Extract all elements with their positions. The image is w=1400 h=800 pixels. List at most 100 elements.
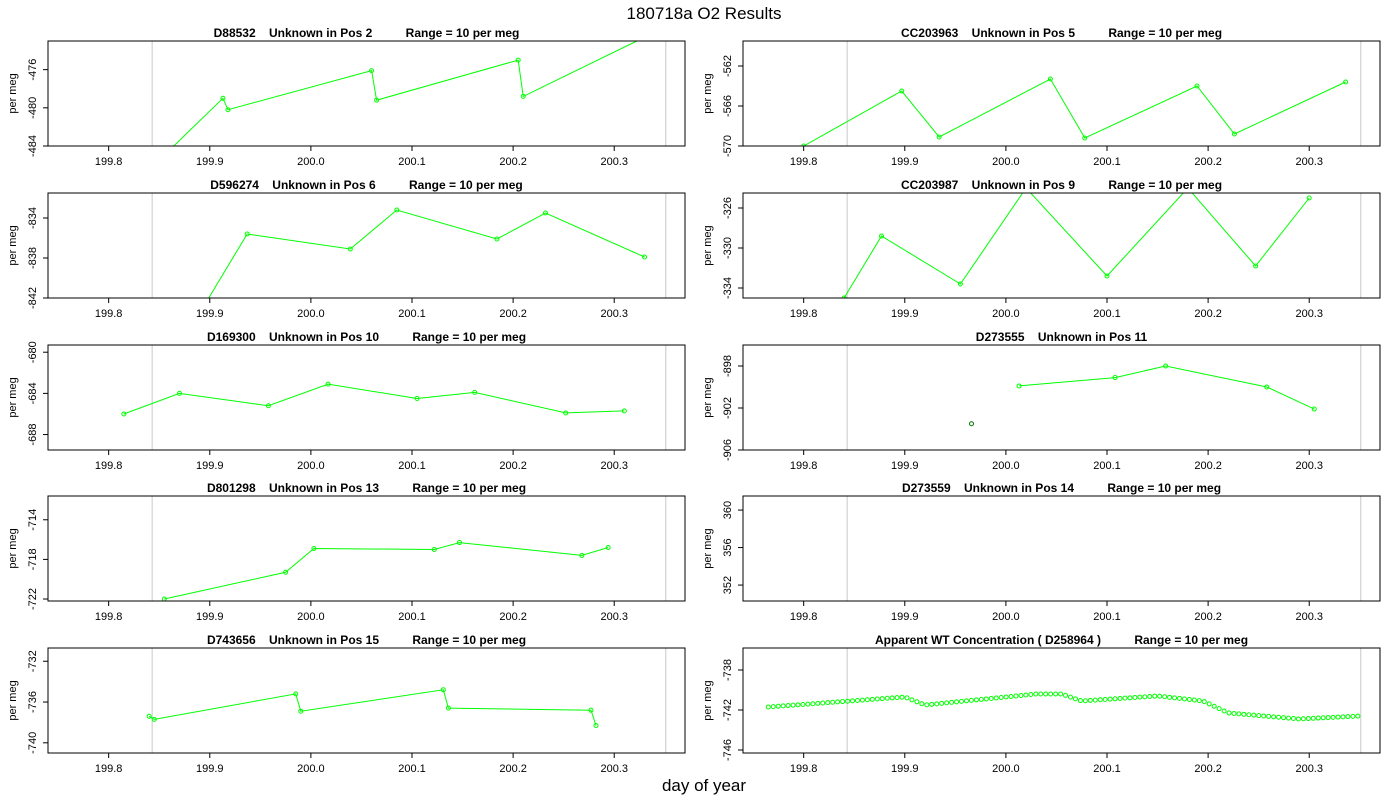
data-point — [1028, 692, 1034, 698]
data-point — [1082, 135, 1088, 141]
y-tick-label: -722 — [27, 588, 39, 610]
x-tick-label: 199.8 — [790, 611, 818, 623]
data-point — [1335, 714, 1341, 720]
panel-frame — [47, 647, 686, 754]
x-tick-label: 199.9 — [196, 460, 224, 472]
x-tick-label: 200.3 — [1295, 460, 1323, 472]
y-tick-label: -562 — [722, 55, 734, 77]
data-point — [954, 699, 960, 705]
data-point — [1018, 693, 1024, 699]
series-line — [843, 193, 1310, 298]
y-tick-label: -838 — [27, 247, 39, 269]
x-tick-label: 199.8 — [790, 156, 818, 168]
y-axis-label: per meg — [7, 528, 19, 568]
data-point — [1253, 263, 1259, 269]
data-point — [642, 254, 648, 260]
x-tick-label: 199.9 — [891, 763, 919, 775]
data-point — [1281, 715, 1287, 721]
data-point — [1043, 691, 1049, 697]
x-tick-label: 200.3 — [1295, 611, 1323, 623]
panel-frame — [47, 344, 686, 451]
data-point — [1256, 713, 1262, 719]
data-point — [854, 697, 860, 703]
data-point — [909, 697, 915, 703]
y-tick-label: -732 — [27, 650, 39, 672]
data-point — [1246, 712, 1252, 718]
data-point — [904, 695, 910, 701]
data-point — [1311, 406, 1317, 412]
data-point — [1216, 706, 1222, 712]
data-point — [394, 207, 400, 213]
figure-title: 180718a O2 Results — [627, 4, 782, 23]
chart-panel-6: D273555 Unknown in Pos 11 199.8 199.9 200.0… — [702, 330, 1381, 472]
data-point — [1350, 713, 1356, 719]
y-tick-label: -842 — [27, 287, 39, 309]
x-tick-label: 200.0 — [297, 460, 325, 472]
data-point — [1087, 697, 1093, 703]
x-tick-label: 200.2 — [1194, 460, 1222, 472]
data-point — [1306, 195, 1312, 201]
y-tick-label: -326 — [722, 197, 734, 219]
panel-title: D596274 Unknown in Pos 6 Range = 10 per … — [210, 178, 522, 192]
data-point — [311, 546, 317, 551]
data-point — [1008, 693, 1014, 699]
x-tick-label: 200.0 — [297, 763, 325, 775]
data-point — [1112, 696, 1118, 702]
x-tick-label: 199.8 — [790, 763, 818, 775]
x-tick-label: 199.9 — [891, 460, 919, 472]
y-tick-label: -718 — [27, 548, 39, 570]
y-tick-label: -688 — [27, 424, 39, 446]
series-line — [1018, 365, 1315, 410]
data-point — [1320, 715, 1326, 721]
plot-area — [208, 207, 648, 298]
y-axis-label: per meg — [7, 377, 19, 417]
data-point — [1181, 696, 1187, 702]
y-tick-label: -476 — [27, 59, 39, 81]
data-point — [963, 698, 969, 704]
data-point — [414, 396, 420, 402]
series-line — [123, 383, 625, 415]
data-point — [1016, 383, 1022, 389]
data-point — [1186, 697, 1192, 702]
x-tick-label: 200.1 — [1093, 460, 1121, 472]
x-tick-label: 200.2 — [1194, 308, 1222, 320]
data-point — [347, 246, 353, 252]
x-tick-label: 200.1 — [1093, 763, 1121, 775]
data-point — [220, 95, 226, 101]
data-point — [1276, 714, 1282, 720]
data-point — [978, 696, 984, 702]
data-point — [244, 231, 250, 237]
x-tick-label: 200.3 — [600, 611, 628, 623]
y-tick-label: -480 — [27, 97, 39, 119]
y-tick-label: 356 — [722, 538, 734, 556]
data-point — [1048, 691, 1054, 697]
x-tick-label: 200.0 — [992, 308, 1020, 320]
data-point — [969, 421, 975, 427]
x-tick-label: 200.0 — [297, 156, 325, 168]
data-point — [780, 703, 786, 709]
data-point — [988, 695, 994, 701]
data-point — [924, 702, 930, 708]
data-point — [775, 703, 781, 709]
panel-frame — [742, 647, 1381, 754]
chart-panel-9: D743656 Unknown in Pos 15 Range = 10 per… — [7, 633, 686, 775]
data-point — [1221, 708, 1227, 714]
x-tick-label: 199.8 — [790, 460, 818, 472]
data-point — [520, 93, 526, 99]
chart-panel-5: D169300 Unknown in Pos 10 Range = 10 per… — [7, 330, 686, 472]
data-point — [542, 210, 548, 216]
x-tick-label: 200.2 — [499, 460, 527, 472]
data-point — [283, 569, 289, 575]
data-point — [983, 696, 989, 702]
x-tick-label: 200.1 — [398, 156, 426, 168]
x-tick-label: 199.8 — [790, 308, 818, 320]
data-point — [293, 691, 299, 697]
data-point — [1300, 716, 1306, 722]
data-point — [968, 697, 974, 703]
y-tick-label: -736 — [27, 691, 39, 713]
y-axis-label: per meg — [702, 377, 714, 417]
data-point — [1325, 715, 1331, 721]
panel-title: D273559 Unknown in Pos 14 Range = 10 per… — [902, 481, 1221, 495]
x-tick-label: 200.0 — [992, 763, 1020, 775]
